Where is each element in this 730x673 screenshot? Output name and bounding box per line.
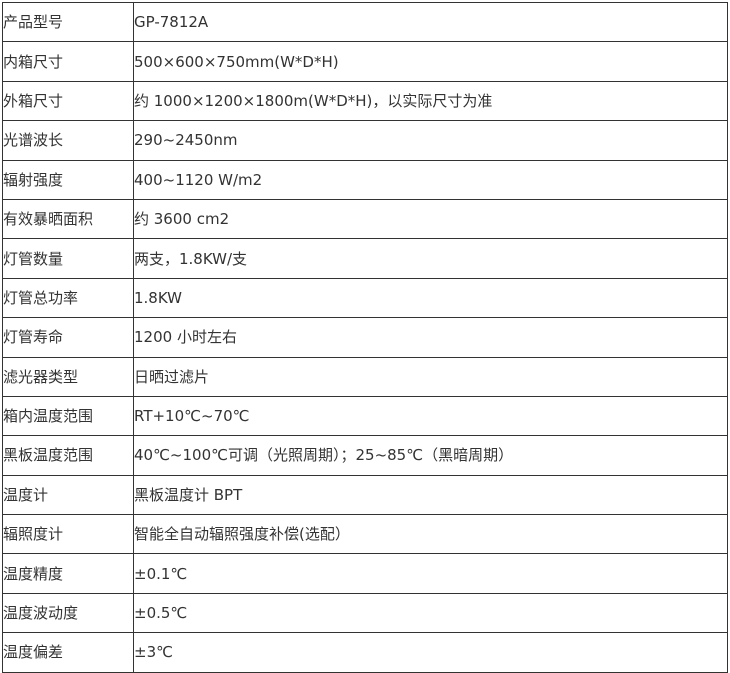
spec-value-cell: RT+10℃~70℃ (133, 395, 728, 437)
spec-label-cell: 辐射强度 (2, 159, 134, 200)
spec-value-cell: 40℃~100℃可调（光照周期）；25~85℃（黑暗周期） (133, 435, 728, 476)
spec-value-cell: 1200 小时左右 (133, 317, 728, 358)
spec-label-cell: 箱内温度范围 (2, 395, 134, 437)
spec-label-cell: 辐照度计 (2, 514, 134, 555)
spec-value-cell: 两支，1.8KW/支 (133, 238, 728, 279)
table-row: 灯管总功率 1.8KW (2, 277, 728, 319)
spec-label-cell: 温度偏差 (2, 632, 134, 673)
spec-label-cell: 温度波动度 (2, 592, 134, 634)
table-row: 箱内温度范围 RT+10℃~70℃ (2, 395, 728, 437)
table-row: 辐照度计 智能全自动辐照强度补偿(选配） (2, 514, 728, 555)
table-row: 外箱尺寸 约 1000×1200×1800m(W*D*H)，以实际尺寸为准 (2, 80, 728, 122)
table-row: 辐射强度 400~1120 W/m2 (2, 159, 728, 200)
table-row: 光谱波长 290~2450nm (2, 120, 728, 161)
table-row: 温度偏差 ±3℃ (2, 632, 728, 673)
table-row: 产品型号 GP-7812A (2, 1, 728, 43)
spec-value-cell: GP-7812A (133, 1, 728, 43)
spec-label-cell: 灯管总功率 (2, 277, 134, 319)
spec-label-cell: 有效暴晒面积 (2, 198, 134, 240)
spec-value-cell: ±3℃ (133, 632, 728, 673)
table-row: 温度精度 ±0.1℃ (2, 553, 728, 594)
spec-value-cell: 黑板温度计 BPT (133, 474, 728, 516)
spec-label-cell: 灯管数量 (2, 238, 134, 279)
table-row: 温度计 黑板温度计 BPT (2, 474, 728, 516)
spec-value-cell: ±0.5℃ (133, 592, 728, 634)
spec-label-cell: 滤光器类型 (2, 356, 134, 397)
spec-value-cell: 400~1120 W/m2 (133, 159, 728, 200)
spec-label-cell: 黑板温度范围 (2, 435, 134, 476)
table-row: 灯管数量 两支，1.8KW/支 (2, 238, 728, 279)
spec-label-cell: 产品型号 (2, 1, 134, 43)
spec-value-cell: ±0.1℃ (133, 553, 728, 594)
table-row: 滤光器类型 日晒过滤片 (2, 356, 728, 397)
spec-label-cell: 内箱尺寸 (2, 41, 134, 82)
spec-value-cell: 500×600×750mm(W*D*H) (133, 41, 728, 82)
table-row: 内箱尺寸 500×600×750mm(W*D*H) (2, 41, 728, 82)
table-row: 黑板温度范围 40℃~100℃可调（光照周期）；25~85℃（黑暗周期） (2, 435, 728, 476)
spec-value-cell: 日晒过滤片 (133, 356, 728, 397)
table-row: 有效暴晒面积 约 3600 cm2 (2, 198, 728, 240)
spec-value-cell: 290~2450nm (133, 120, 728, 161)
spec-value-cell: 约 1000×1200×1800m(W*D*H)，以实际尺寸为准 (133, 80, 728, 122)
spec-label-cell: 灯管寿命 (2, 317, 134, 358)
table-row: 灯管寿命 1200 小时左右 (2, 317, 728, 358)
spec-value-cell: 智能全自动辐照强度补偿(选配） (133, 514, 728, 555)
spec-value-cell: 1.8KW (133, 277, 728, 319)
spec-label-cell: 外箱尺寸 (2, 80, 134, 122)
spec-label-cell: 温度精度 (2, 553, 134, 594)
spec-value-cell: 约 3600 cm2 (133, 198, 728, 240)
table-row: 温度波动度 ±0.5℃ (2, 592, 728, 634)
spec-label-cell: 温度计 (2, 474, 134, 516)
spec-label-cell: 光谱波长 (2, 120, 134, 161)
